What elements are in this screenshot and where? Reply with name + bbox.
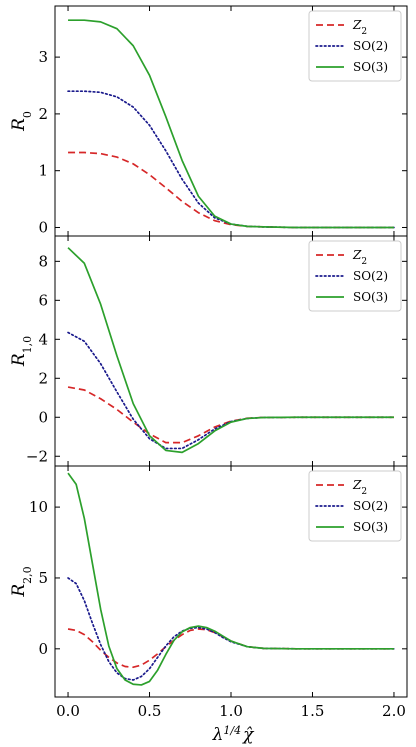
- legend-label: SO(3): [353, 60, 388, 74]
- y-tick-label: 0: [38, 218, 48, 236]
- y-tick-label: 8: [38, 252, 48, 270]
- legend-label: Z2: [352, 18, 367, 37]
- x-tick-label: 1.5: [301, 702, 325, 720]
- series-line-so3: [68, 19, 394, 229]
- legend-label: SO(3): [353, 520, 388, 534]
- y-axis-label: R1,0: [9, 336, 34, 367]
- y-tick-label: 5: [38, 569, 48, 587]
- legend-label: Z2: [352, 248, 367, 267]
- legend-label: SO(2): [353, 269, 388, 283]
- y-tick-label: 0: [38, 640, 48, 658]
- legend-label: Z2: [352, 478, 367, 497]
- y-axis-label: R2,0: [9, 566, 34, 597]
- legend-label: SO(3): [353, 290, 388, 304]
- legend-label: SO(2): [353, 39, 388, 53]
- legend: Z2 SO(2) SO(3): [308, 10, 402, 82]
- x-tick-label: 0.0: [56, 702, 80, 720]
- series-line-so3: [67, 247, 394, 454]
- legend: Z2 SO(2) SO(3): [308, 240, 402, 312]
- y-tick-label: 3: [38, 48, 48, 66]
- x-tick-label: 0.5: [138, 702, 162, 720]
- x-axis-label: λ1/4 χ̂: [212, 724, 255, 746]
- legend: Z2 SO(2) SO(3): [308, 470, 402, 542]
- series-line-so3: [67, 472, 394, 686]
- y-tick-label: 2: [38, 105, 48, 123]
- series-line-z2: [68, 151, 394, 229]
- panel-r20: 0 5 10 0.0 0.5 1.0 1.5 2.0 R2,0 Z2 SO(2) SO(3): [9, 465, 408, 720]
- y-tick-label: 6: [38, 291, 48, 309]
- series-line-so2: [67, 577, 395, 681]
- x-tick-label: 2.0: [382, 702, 406, 720]
- series-line-so2: [67, 331, 395, 450]
- series-line-so2: [67, 90, 395, 229]
- panel-r0: 0 1 2 3 R0 Z2 SO(2) SO(3): [9, 5, 408, 237]
- x-tick-label: 1.0: [219, 702, 243, 720]
- panel-r10: −2 0 2 4 6 8 R1,0 Z2 SO(2) SO(3): [9, 235, 408, 467]
- y-tick-label: −2: [26, 447, 48, 465]
- legend-label: SO(2): [353, 499, 388, 513]
- y-tick-label: 10: [29, 498, 48, 516]
- y-tick-label: 4: [38, 330, 48, 348]
- series-line-z2: [67, 386, 394, 444]
- y-tick-label: 1: [38, 162, 48, 180]
- y-tick-label: 0: [38, 408, 48, 426]
- y-axis-label: R0: [9, 111, 34, 132]
- y-tick-label: 2: [38, 369, 48, 387]
